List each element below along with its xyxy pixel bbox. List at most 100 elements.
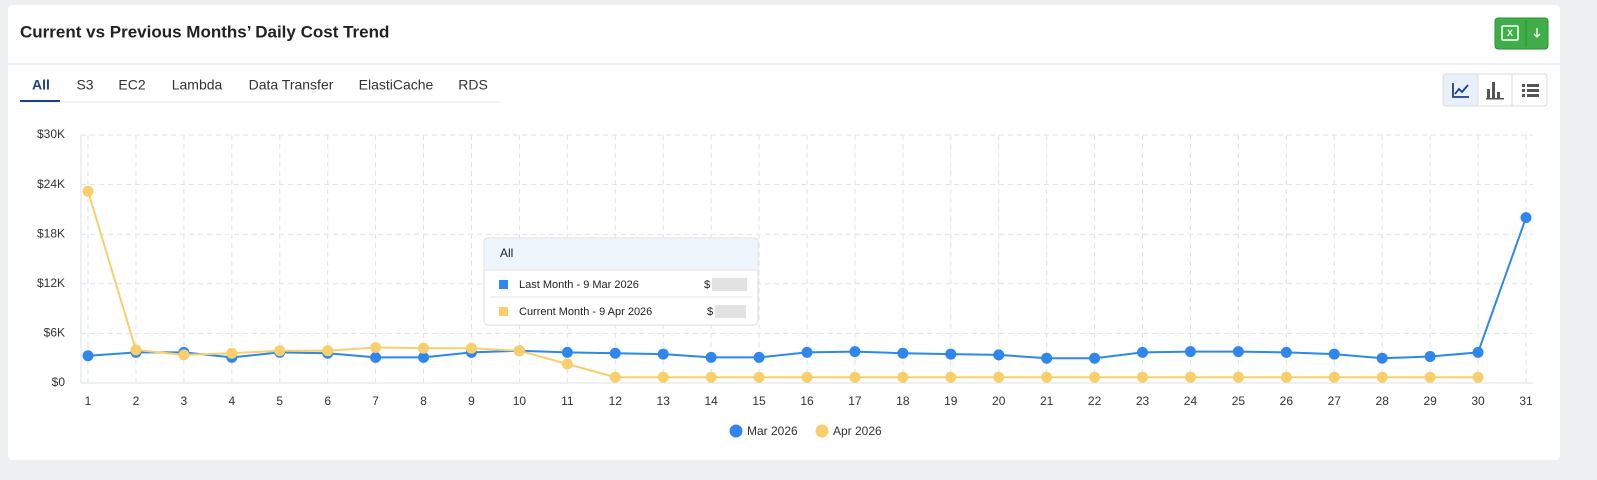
data-point	[993, 371, 1005, 383]
data-point	[1328, 348, 1340, 360]
card	[8, 5, 1560, 460]
tab[interactable]: All	[32, 77, 50, 93]
data-point	[1232, 346, 1244, 358]
data-point	[130, 344, 142, 356]
x-tick-label: 4	[228, 394, 235, 408]
export-button[interactable]: X	[1494, 17, 1549, 50]
data-point	[1424, 351, 1436, 363]
data-point	[1041, 371, 1053, 383]
x-tick-label: 2	[133, 394, 140, 408]
legend-label[interactable]: Apr 2026	[833, 424, 882, 438]
data-point	[1472, 346, 1484, 358]
view-toggle	[1442, 73, 1548, 107]
series-line	[87, 190, 1479, 379]
data-point	[801, 371, 813, 383]
data-point	[945, 348, 957, 360]
x-tick-label: 30	[1471, 394, 1485, 408]
data-point	[465, 342, 477, 354]
x-tick-label: 19	[944, 394, 958, 408]
data-point	[753, 351, 765, 363]
data-point	[1280, 371, 1292, 383]
tooltip-row-value: $	[707, 306, 713, 318]
svg-text:X: X	[1507, 28, 1513, 38]
data-point	[897, 371, 909, 383]
x-tick-label: 6	[324, 394, 331, 408]
data-point	[274, 345, 286, 357]
tooltip: All Last Month - 9 Mar 2026 $ Current Mo…	[483, 237, 759, 326]
data-point	[849, 346, 861, 358]
x-tick-label: 12	[609, 394, 623, 408]
x-tick-label: 7	[372, 394, 379, 408]
y-tick-label: $24K	[37, 177, 65, 191]
y-tick-label: $18K	[37, 226, 65, 240]
x-tick-label: 15	[752, 394, 766, 408]
data-point	[370, 351, 382, 363]
x-tick-label: 22	[1088, 394, 1102, 408]
data-point	[1137, 346, 1149, 358]
redacted-value	[715, 305, 746, 318]
data-point	[801, 346, 813, 358]
data-point	[418, 351, 430, 363]
x-tick-label: 27	[1328, 394, 1342, 408]
data-point	[1089, 371, 1101, 383]
data-point	[82, 185, 94, 197]
data-point	[609, 347, 621, 359]
data-point	[226, 347, 238, 359]
data-point	[1280, 346, 1292, 358]
x-tick-label: 21	[1040, 394, 1054, 408]
data-point	[1376, 371, 1388, 383]
redacted-value	[712, 278, 747, 291]
data-point	[1328, 371, 1340, 383]
data-point	[1184, 371, 1196, 383]
x-tick-label: 31	[1519, 394, 1533, 408]
tooltip-title: All	[500, 246, 513, 260]
data-point	[561, 346, 573, 358]
bar-view-button[interactable]	[1486, 82, 1504, 100]
y-tick-label: $12K	[37, 276, 65, 290]
data-point	[849, 371, 861, 383]
legend-label[interactable]: Mar 2026	[747, 424, 798, 438]
tab[interactable]: ElastiCache	[359, 77, 434, 93]
tab[interactable]: EC2	[118, 77, 145, 93]
x-tick-label: 11	[561, 394, 574, 408]
data-point	[513, 345, 525, 357]
x-tick-label: 13	[657, 394, 671, 408]
x-tick-label: 23	[1136, 394, 1150, 408]
y-tick-label: $30K	[37, 127, 65, 141]
active-tab-indicator	[20, 100, 60, 102]
data-point	[322, 345, 334, 357]
data-point	[897, 347, 909, 359]
data-point	[1041, 352, 1053, 364]
x-tick-label: 18	[896, 394, 910, 408]
tab[interactable]: Lambda	[172, 77, 223, 93]
tab[interactable]: Data Transfer	[249, 77, 334, 93]
data-point	[1376, 352, 1388, 364]
tooltip-row-value: $	[704, 279, 710, 291]
data-point	[1089, 352, 1101, 364]
tab[interactable]: S3	[76, 77, 93, 93]
x-tick-label: 28	[1376, 394, 1390, 408]
data-point	[178, 349, 190, 361]
x-tick-label: 1	[85, 394, 92, 408]
data-point	[1520, 212, 1532, 224]
data-point	[1232, 371, 1244, 383]
x-tick-label: 26	[1280, 394, 1294, 408]
data-point	[1424, 371, 1436, 383]
data-point	[657, 371, 669, 383]
x-tick-label: 10	[513, 394, 527, 408]
y-tick-label: $0	[52, 375, 66, 389]
data-point	[753, 371, 765, 383]
table-view-button[interactable]	[1522, 84, 1539, 97]
tooltip-row-label: Current Month - 9 Apr 2026	[519, 306, 652, 318]
tab[interactable]: RDS	[458, 77, 488, 93]
data-point	[418, 342, 430, 354]
x-tick-label: 20	[992, 394, 1006, 408]
tooltip-row-label: Last Month - 9 Mar 2026	[519, 279, 639, 291]
data-point	[705, 371, 717, 383]
x-tick-label: 3	[181, 394, 188, 408]
x-tick-label: 5	[276, 394, 283, 408]
x-tick-label: 25	[1232, 394, 1246, 408]
data-point	[1137, 371, 1149, 383]
data-point	[370, 341, 382, 353]
